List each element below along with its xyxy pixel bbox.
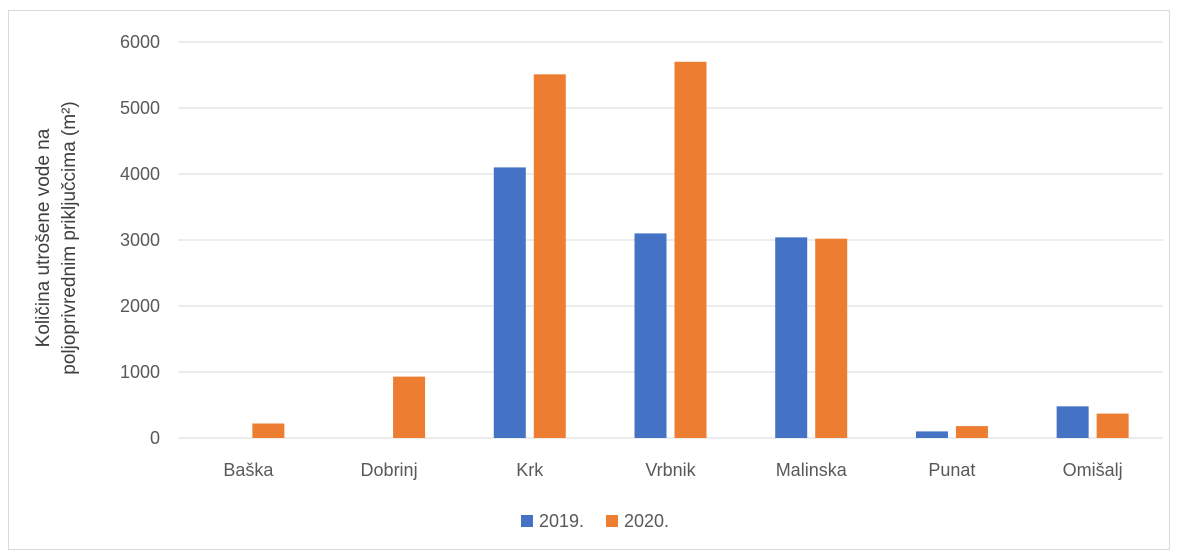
y-tick-label: 1000 — [120, 362, 160, 382]
x-tick-label: Vrbnik — [645, 460, 696, 480]
legend-label: 2020. — [624, 511, 669, 531]
bar-2020-4 — [815, 238, 848, 438]
y-tick-label: 5000 — [120, 98, 160, 118]
bar-2019-4 — [775, 237, 808, 438]
x-tick-label: Omišalj — [1063, 460, 1123, 480]
legend-swatch — [606, 515, 618, 527]
y-tick-label: 2000 — [120, 296, 160, 316]
y-tick-label: 4000 — [120, 164, 160, 184]
bar-2019-6 — [1056, 406, 1089, 438]
y-tick-label: 0 — [150, 428, 160, 448]
x-tick-label: Malinska — [776, 460, 848, 480]
legend-swatch — [521, 515, 533, 527]
chart-frame — [8, 10, 1170, 550]
legend-label: 2019. — [539, 511, 584, 531]
bar-2019-5 — [915, 431, 948, 438]
legend: 2019. 2020. — [521, 511, 669, 531]
y-tick-label: 3000 — [120, 230, 160, 250]
y-tick-labels: 0 1000 2000 3000 4000 5000 6000 — [120, 32, 160, 448]
bar-2020-2 — [533, 74, 566, 438]
x-tick-label: Dobrinj — [361, 460, 418, 480]
y-axis-label-line2: poljoprivrednim priključcima (m²) — [59, 101, 80, 374]
bar-2020-6 — [1096, 413, 1129, 438]
gridlines — [178, 41, 1163, 439]
x-tick-label: Krk — [516, 460, 544, 480]
bar-2020-1 — [393, 376, 426, 438]
bar-2019-3 — [634, 233, 667, 438]
y-tick-label: 6000 — [120, 32, 160, 52]
bar-2020-5 — [955, 426, 988, 438]
y-axis-label-line1: Količina utrošene vode na — [33, 128, 54, 347]
bar-2020-0 — [252, 423, 285, 438]
x-tick-label: Baška — [223, 460, 274, 480]
bars — [252, 61, 1129, 439]
category-labels: Baška Dobrinj Krk Vrbnik Malinska Punat Omišal… — [223, 460, 1122, 480]
bar-2019-2 — [493, 167, 526, 438]
x-tick-label: Punat — [928, 460, 975, 480]
bar-2020-3 — [674, 61, 707, 439]
